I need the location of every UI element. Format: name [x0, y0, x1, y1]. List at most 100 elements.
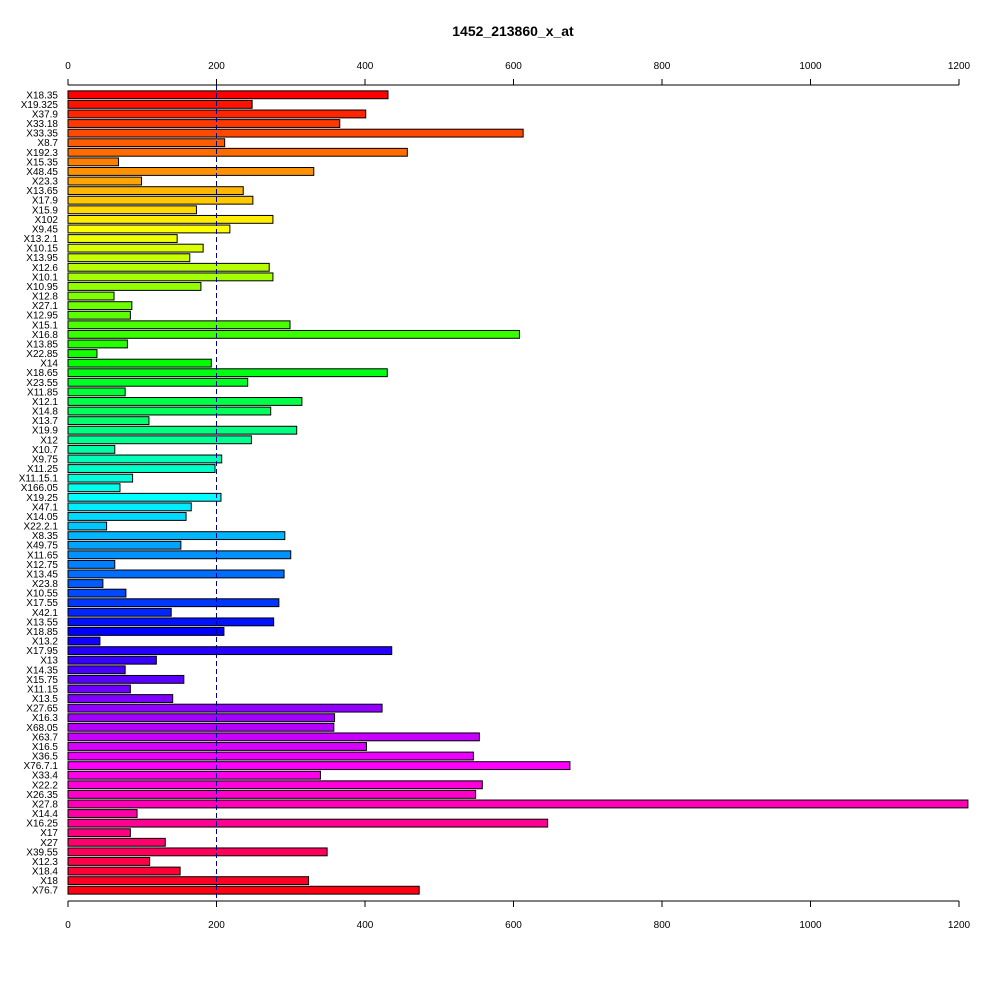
bar-X166.05: [67, 483, 121, 493]
bar-X33.18: [67, 119, 341, 128]
category-label: X13.95: [26, 253, 58, 264]
bar-X15.1: [67, 320, 291, 330]
bar-X8.35: [67, 531, 286, 541]
bar-X13.55: [67, 617, 275, 627]
bar-X14.35: [67, 665, 126, 675]
category-label: X19.9: [32, 426, 59, 437]
bar-X14.8: [67, 406, 272, 416]
tick-label: 1000: [799, 61, 822, 72]
bar-X12.3: [67, 857, 151, 866]
category-label: X14.8: [32, 407, 59, 418]
category-label: X13.45: [26, 569, 58, 580]
category-label: X76.7: [32, 886, 59, 897]
category-label: X68.05: [26, 723, 58, 734]
bar-X13.95: [67, 253, 191, 263]
category-label: X192.3: [26, 148, 58, 159]
category-label: X18: [40, 876, 58, 887]
bar-X19.25: [67, 492, 222, 502]
bar-X18.4: [67, 866, 181, 876]
category-label: X14.4: [32, 809, 59, 820]
tick-label: 1200: [948, 920, 971, 931]
bar-X14.4: [67, 809, 138, 818]
category-labels: X18.35X19.325X37.9X33.18X33.35X8.7X192.3…: [19, 90, 59, 896]
bar-X22.2: [67, 780, 483, 790]
category-label: X23.3: [32, 177, 59, 188]
bar-X49.75: [67, 540, 182, 550]
category-label: X11.15.1: [19, 474, 59, 485]
bar-X68.05: [67, 722, 335, 732]
bar-X23.8: [67, 579, 104, 588]
bar-X16.25: [67, 818, 549, 828]
bar-X11.15: [67, 684, 131, 694]
bar-X14: [67, 358, 212, 368]
bar-X9.75: [67, 454, 223, 464]
bar-X48.45: [67, 167, 315, 176]
category-label: X9.45: [32, 224, 59, 235]
bar-X19.9: [67, 425, 298, 435]
tick-label: 600: [505, 920, 522, 931]
tick-label: 200: [208, 61, 225, 72]
category-label: X13.5: [32, 694, 59, 705]
bar-X33.4: [67, 770, 321, 780]
bar-X15.75: [67, 674, 185, 684]
bar-X13.45: [67, 569, 285, 579]
category-label: X10.1: [32, 272, 59, 283]
category-label: X16.25: [26, 819, 58, 830]
bar-X18: [67, 876, 310, 886]
category-label: X12: [40, 435, 58, 446]
bar-X27: [67, 837, 166, 847]
bar-X12.1: [67, 397, 303, 406]
bar-X17.55: [67, 598, 280, 608]
bar-X12.6: [67, 262, 270, 272]
bar-X18.35: [67, 90, 389, 100]
category-label: X16.5: [32, 742, 59, 753]
bar-X13.2: [67, 636, 101, 646]
tick-label: 800: [654, 61, 671, 72]
bar-X13: [67, 655, 157, 665]
bar-X76.7: [67, 885, 420, 895]
category-label: X22.2: [32, 780, 59, 791]
category-label: X13.65: [26, 186, 58, 197]
tick-label: 600: [505, 61, 522, 72]
category-label: X27: [40, 838, 58, 849]
bar-X11.25: [67, 464, 216, 473]
category-label: X39.55: [26, 847, 58, 858]
bars-group: [67, 90, 969, 895]
bar-X22.2.1: [67, 521, 108, 531]
category-label: X11.15: [27, 684, 58, 695]
category-label: X47.1: [32, 502, 59, 513]
bar-X102: [67, 214, 274, 224]
bar-X13.7: [67, 416, 150, 426]
category-label: X11.85: [27, 387, 58, 398]
category-label: X13.2.1: [24, 234, 59, 245]
category-label: X12.95: [26, 311, 58, 322]
category-label: X10.7: [32, 445, 59, 456]
bar-X18.85: [67, 627, 225, 636]
bar-X13.5: [67, 694, 174, 703]
tick-label: 1000: [799, 920, 822, 931]
category-label: X13: [40, 656, 58, 667]
tick-label: 1200: [948, 61, 971, 72]
category-label: X18.4: [32, 867, 59, 878]
bar-X18.65: [67, 368, 388, 378]
bar-X14.05: [67, 512, 187, 521]
bar-X17.9: [67, 195, 254, 205]
bar-X8.7: [67, 138, 226, 148]
category-label: X33.4: [32, 771, 59, 782]
bar-X17: [67, 828, 131, 838]
category-label: X11.25: [27, 464, 58, 475]
category-label: X10.95: [26, 282, 58, 293]
bar-X13.2.1: [67, 234, 178, 243]
category-label: X17.55: [26, 598, 58, 609]
tick-label: 400: [357, 61, 374, 72]
tick-label: 200: [208, 920, 225, 931]
bar-X27.1: [67, 301, 133, 311]
category-label: X15.9: [32, 205, 59, 216]
category-label: X15.75: [26, 675, 58, 686]
bar-X17.95: [67, 646, 393, 656]
category-label: X27.8: [32, 799, 59, 810]
category-label: X19.25: [26, 493, 58, 504]
bar-X192.3: [67, 147, 408, 157]
category-label: X12.1: [32, 397, 59, 408]
